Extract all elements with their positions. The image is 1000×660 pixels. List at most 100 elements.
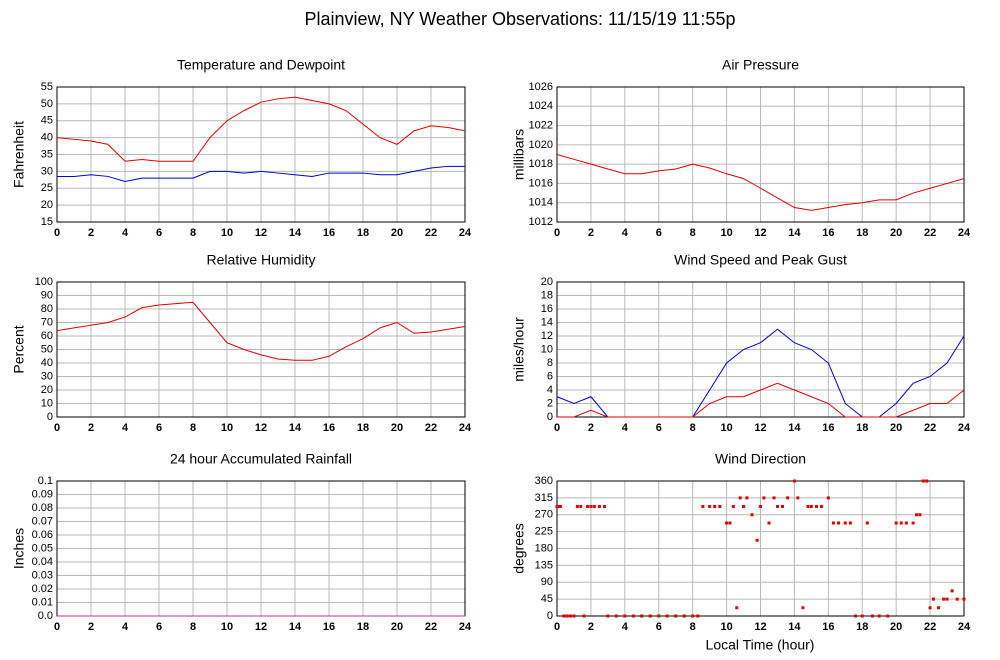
y-tick-label: 225 [535, 526, 553, 538]
y-tick-label: 40 [41, 357, 53, 369]
point [572, 614, 576, 618]
x-tick-label: 2 [588, 422, 594, 434]
point [801, 606, 805, 610]
point [831, 521, 835, 525]
x-tick-label: 20 [890, 227, 902, 239]
x-tick-label: 16 [323, 227, 335, 239]
x-tick-label: 22 [425, 621, 437, 633]
point [606, 614, 610, 618]
y-tick-label: 0 [47, 411, 53, 423]
x-tick-label: 12 [754, 227, 766, 239]
y-tick-label: 60 [41, 330, 53, 342]
y-tick-label: 1022 [529, 119, 553, 131]
point [809, 505, 813, 508]
panel: Wind Directiondegrees0459013518022527031… [511, 451, 971, 633]
y-tick-label: 0.0 [38, 610, 53, 622]
x-tick-label: 14 [289, 621, 302, 633]
point [745, 496, 749, 500]
point [665, 614, 669, 618]
x-tick-label: 8 [690, 621, 696, 633]
y-tick-label: 70 [41, 316, 53, 328]
x-tick-label: 10 [221, 422, 233, 434]
plot-frame [56, 281, 466, 418]
point [701, 505, 705, 508]
point [691, 614, 695, 618]
x-tick-label: 22 [924, 227, 936, 239]
point [742, 505, 746, 508]
point [843, 521, 847, 525]
y-tick-label: 0 [547, 411, 553, 423]
x-tick-label: 10 [221, 227, 233, 239]
point [696, 614, 700, 618]
x-tick-label: 16 [323, 621, 335, 633]
point [725, 521, 729, 525]
point [937, 606, 941, 610]
x-tick-label: 16 [822, 227, 834, 239]
point [565, 614, 569, 618]
y-tick-label: 10 [541, 343, 553, 355]
x-tick-label: 8 [690, 227, 696, 239]
panel: Air Pressuremillibars1012101410161018102… [511, 57, 971, 239]
x-tick-label: 18 [856, 227, 868, 239]
point [728, 521, 732, 525]
y-tick-label: 0 [547, 610, 553, 622]
x-tick-label: 20 [890, 621, 902, 633]
chart-title: Temperature and Dewpoint [177, 57, 345, 73]
point [826, 496, 830, 500]
point [631, 614, 635, 618]
x-tick-label: 0 [54, 621, 60, 633]
y-tick-label: 16 [541, 303, 553, 315]
y-tick-label: 0.08 [32, 502, 53, 514]
y-tick-label: 14 [541, 316, 553, 328]
x-tick-label: 12 [754, 422, 766, 434]
point [904, 521, 908, 525]
y-tick-label: 0.06 [32, 529, 53, 541]
point [806, 505, 810, 508]
y-tick-label: 30 [41, 165, 53, 177]
x-tick-label: 20 [391, 422, 403, 434]
x-tick-label: 16 [822, 422, 834, 434]
point [792, 479, 796, 483]
y-tick-label: 30 [41, 370, 53, 382]
y-tick-label: 90 [541, 576, 553, 588]
y-tick-label: 0.07 [32, 515, 53, 527]
panel: Wind Speed and Peak Gustmiles/hour024681… [511, 252, 971, 434]
y-tick-label: 40 [41, 132, 53, 144]
panel: Relative HumidityPercent0102030405060708… [11, 252, 472, 434]
x-tick-label: 6 [156, 422, 162, 434]
y-tick-label: 0.09 [32, 488, 53, 500]
point [886, 614, 890, 618]
y-tick-label: 90 [41, 289, 53, 301]
y-tick-label: 0.03 [32, 569, 53, 581]
point [820, 505, 824, 508]
x-tick-label: 18 [357, 422, 369, 434]
point [713, 505, 717, 508]
x-tick-label: 22 [924, 422, 936, 434]
point [579, 505, 583, 508]
x-tick-label: 16 [323, 422, 335, 434]
y-tick-label: 80 [41, 303, 53, 315]
x-tick-label: 12 [255, 227, 267, 239]
y-tick-label: 0.02 [32, 583, 53, 595]
point [860, 614, 864, 618]
y-axis-title: Inches [11, 528, 27, 569]
point [865, 521, 869, 525]
x-tick-label: 18 [357, 227, 369, 239]
point [562, 614, 566, 618]
plot-frame [556, 281, 965, 418]
x-tick-label: 22 [425, 422, 437, 434]
y-tick-label: 1020 [529, 139, 553, 151]
x-tick-label: 0 [554, 621, 560, 633]
y-tick-label: 45 [41, 115, 53, 127]
x-tick-label: 2 [588, 227, 594, 239]
x-tick-label: 2 [88, 422, 94, 434]
x-tick-label: 6 [656, 227, 662, 239]
point [557, 505, 561, 508]
x-tick-label: 8 [690, 422, 696, 434]
y-axis-title: miles/hour [511, 317, 527, 382]
point [942, 597, 946, 601]
x-tick-label: 10 [221, 621, 233, 633]
point [555, 505, 559, 508]
chart-title: Air Pressure [722, 57, 799, 73]
